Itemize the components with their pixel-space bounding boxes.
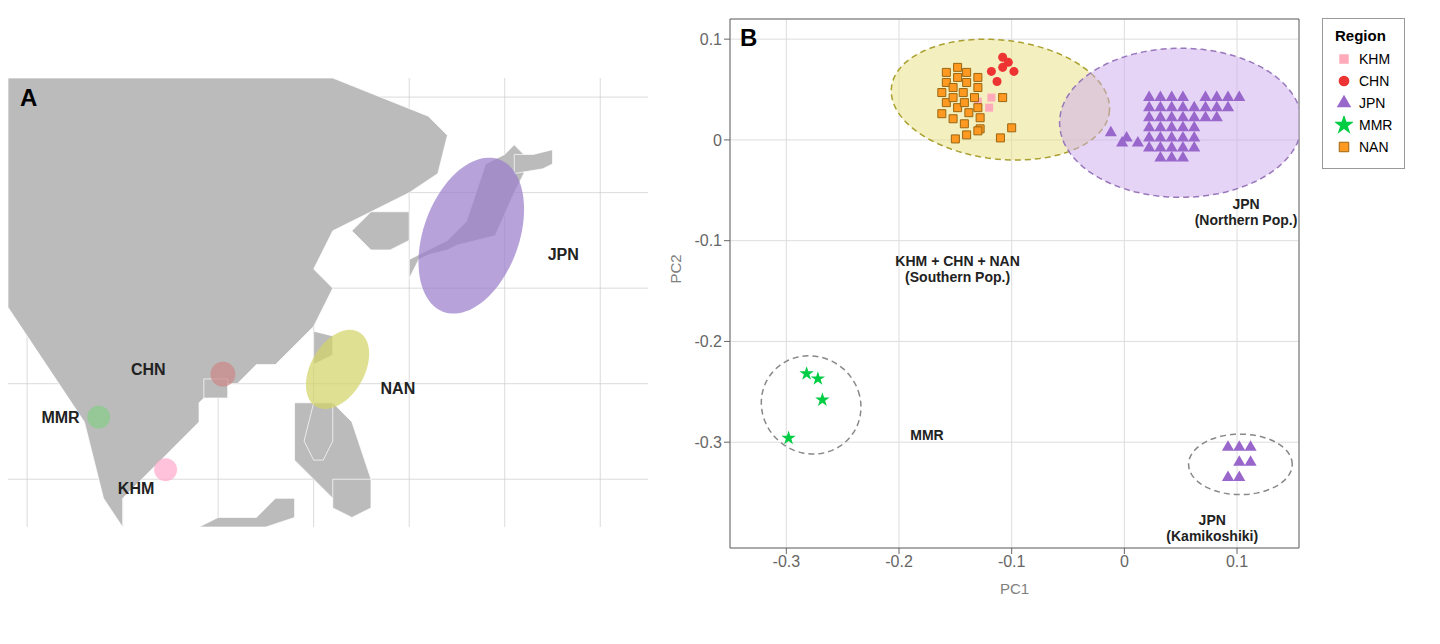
svg-text:-0.1: -0.1 — [694, 232, 722, 249]
svg-text:CHN: CHN — [131, 361, 166, 378]
svg-text:-0.3: -0.3 — [773, 553, 801, 570]
svg-text:-0.1: -0.1 — [998, 553, 1026, 570]
svg-text:0.1: 0.1 — [1226, 553, 1248, 570]
html-text:MMR: MMR — [1359, 117, 1393, 133]
html-text:A: A — [20, 84, 38, 111]
svg-text:0.1: 0.1 — [700, 31, 722, 48]
html-text:CHN: CHN — [1359, 73, 1390, 89]
svg-text:-0.2: -0.2 — [885, 553, 913, 570]
svg-text:0: 0 — [1120, 553, 1129, 570]
html-text:JPN: JPN — [1359, 95, 1386, 111]
svg-text:-0.2: -0.2 — [694, 333, 722, 350]
svg-text:KHM: KHM — [118, 480, 154, 497]
svg-text:MMR: MMR — [910, 427, 943, 443]
svg-text:NAN: NAN — [381, 380, 416, 397]
html-text:NAN: NAN — [1359, 139, 1389, 155]
html-text:KHM: KHM — [1359, 51, 1391, 67]
svg-text:MMR: MMR — [41, 409, 80, 426]
svg-text:KHM + CHN + NAN(Southern Pop.): KHM + CHN + NAN(Southern Pop.) — [895, 253, 1019, 285]
svg-text:JPN(Northern Pop.): JPN(Northern Pop.) — [1195, 196, 1298, 228]
svg-text:JPN(Kamikoshiki): JPN(Kamikoshiki) — [1166, 512, 1258, 544]
svg-text:-0.3: -0.3 — [694, 434, 722, 451]
svg-text:PC2: PC2 — [667, 254, 684, 283]
svg-text:JPN: JPN — [548, 246, 579, 263]
html-text:Region: Region — [1335, 27, 1386, 44]
html-text:B: B — [740, 24, 758, 51]
svg-text:0: 0 — [713, 132, 722, 149]
svg-text:PC1: PC1 — [1000, 580, 1029, 597]
